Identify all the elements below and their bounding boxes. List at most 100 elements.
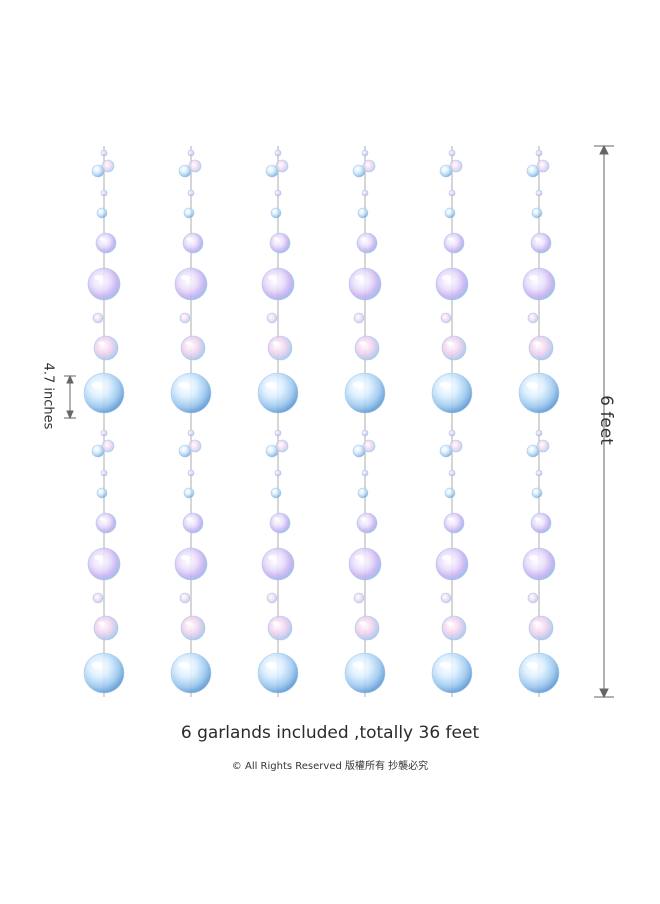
bubble: [265, 444, 279, 458]
bubble-highlight: [185, 341, 193, 346]
bubble: [93, 615, 119, 641]
bubble: [443, 232, 465, 254]
garlands: [83, 146, 560, 697]
caption: 6 garlands included ,totally 36 feet: [180, 723, 480, 743]
bubble: [344, 372, 386, 414]
bubble-highlight: [446, 341, 454, 346]
bubble: [269, 512, 291, 534]
bubble: [178, 164, 192, 178]
bubble: [83, 372, 125, 414]
bubble-highlight: [534, 237, 541, 241]
bubble-highlight: [186, 237, 193, 241]
bubble: [269, 232, 291, 254]
bubble: [431, 652, 473, 694]
bubble: [100, 469, 108, 477]
bubble: [178, 444, 192, 458]
bubble: [518, 372, 560, 414]
bubble: [435, 267, 469, 301]
bubble: [101, 439, 115, 453]
garland-strand: [257, 146, 299, 697]
bubble: [100, 429, 108, 437]
bubble: [439, 164, 453, 178]
bubble: [179, 592, 191, 604]
bubble: [449, 439, 463, 453]
bubble-highlight: [526, 381, 538, 389]
bubble-highlight: [267, 555, 277, 561]
bubble: [261, 267, 295, 301]
bubble: [187, 189, 195, 197]
bubble: [353, 312, 365, 324]
bubble: [356, 232, 378, 254]
bubble: [182, 512, 204, 534]
height-label: 6 feet: [596, 395, 616, 445]
garland-strand: [431, 146, 473, 697]
bubble: [348, 547, 382, 581]
bubble: [270, 207, 282, 219]
bubble: [531, 207, 543, 219]
bubble-highlight: [265, 381, 277, 389]
bubble: [274, 189, 282, 197]
bubble-highlight: [186, 517, 193, 521]
bubble-highlight: [534, 517, 541, 521]
bubble: [431, 372, 473, 414]
bubble: [344, 652, 386, 694]
bubble: [100, 189, 108, 197]
bubble: [441, 335, 467, 361]
spacing-dimension-arrow: [64, 374, 76, 420]
bubble-highlight: [91, 661, 103, 669]
bubble: [361, 429, 369, 437]
bubble: [187, 429, 195, 437]
bubble: [92, 312, 104, 324]
bubble: [96, 207, 108, 219]
bubble: [87, 267, 121, 301]
bubble: [441, 615, 467, 641]
bubble-highlight: [265, 661, 277, 669]
copyright-notice: © All Rights Reserved 版權所有 抄襲必究: [231, 761, 429, 772]
bubble-highlight: [352, 661, 364, 669]
garland-strand: [518, 146, 560, 697]
bubble: [443, 512, 465, 534]
bubble: [361, 469, 369, 477]
bubble: [518, 652, 560, 694]
bubble: [440, 592, 452, 604]
bubble-highlight: [93, 555, 103, 561]
bubble: [536, 439, 550, 453]
bubble-highlight: [439, 661, 451, 669]
bubble: [354, 615, 380, 641]
bubble: [535, 469, 543, 477]
bubble: [95, 232, 117, 254]
bubble: [361, 189, 369, 197]
bubble: [444, 487, 456, 499]
bubble-highlight: [267, 275, 277, 281]
bubble: [352, 164, 366, 178]
bubble-highlight: [354, 555, 364, 561]
bubble: [440, 312, 452, 324]
garland-strand: [344, 146, 386, 697]
height-dimension-arrow: [594, 144, 614, 699]
bubble-highlight: [99, 237, 106, 241]
bubble: [180, 335, 206, 361]
bubble: [535, 189, 543, 197]
garland-strand: [83, 146, 125, 697]
bubble: [526, 444, 540, 458]
bubble: [527, 312, 539, 324]
bubble: [531, 487, 543, 499]
bubble: [354, 335, 380, 361]
bubble: [93, 335, 119, 361]
bubble: [91, 444, 105, 458]
bubble-highlight: [178, 661, 190, 669]
bubble-highlight: [526, 661, 538, 669]
bubble-highlight: [360, 237, 367, 241]
bubble: [527, 592, 539, 604]
bubble: [270, 487, 282, 499]
bubble-highlight: [528, 555, 538, 561]
bubble-highlight: [180, 275, 190, 281]
bubble: [257, 652, 299, 694]
bubble-highlight: [359, 621, 367, 626]
bubble: [174, 267, 208, 301]
bubble: [435, 547, 469, 581]
bubble: [362, 439, 376, 453]
bubble: [188, 159, 202, 173]
bubble: [530, 232, 552, 254]
